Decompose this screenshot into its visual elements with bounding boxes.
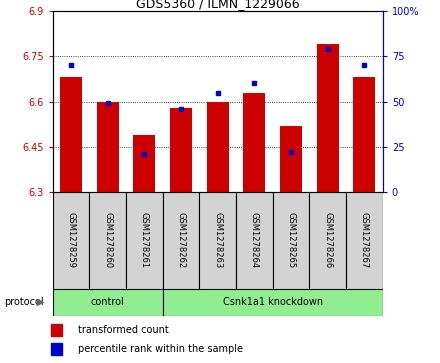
Bar — [317, 44, 339, 192]
Bar — [243, 93, 265, 192]
Text: GSM1278263: GSM1278263 — [213, 212, 222, 269]
Bar — [353, 77, 375, 192]
Bar — [273, 192, 309, 289]
Bar — [170, 108, 192, 192]
Bar — [280, 126, 302, 192]
Text: Csnk1a1 knockdown: Csnk1a1 knockdown — [223, 297, 323, 307]
Bar — [51, 324, 62, 336]
Bar — [346, 192, 383, 289]
Bar — [53, 192, 89, 289]
Text: GSM1278264: GSM1278264 — [250, 212, 259, 269]
Text: GSM1278267: GSM1278267 — [360, 212, 369, 269]
Text: percentile rank within the sample: percentile rank within the sample — [78, 344, 243, 354]
Text: ▶: ▶ — [37, 297, 45, 307]
Text: GSM1278266: GSM1278266 — [323, 212, 332, 269]
Bar — [133, 135, 155, 192]
Text: GSM1278265: GSM1278265 — [286, 212, 296, 269]
Bar — [97, 102, 119, 192]
Text: control: control — [91, 297, 125, 307]
Bar — [53, 289, 163, 316]
Bar — [309, 192, 346, 289]
Text: GSM1278262: GSM1278262 — [176, 212, 186, 269]
Bar — [163, 289, 383, 316]
Text: protocol: protocol — [4, 297, 44, 307]
Bar — [60, 77, 82, 192]
Text: GSM1278259: GSM1278259 — [66, 212, 76, 269]
Bar — [163, 192, 199, 289]
Bar — [51, 343, 62, 355]
Bar — [199, 192, 236, 289]
Title: GDS5360 / ILMN_1229066: GDS5360 / ILMN_1229066 — [136, 0, 300, 10]
Text: GSM1278261: GSM1278261 — [140, 212, 149, 269]
Bar — [207, 102, 229, 192]
Bar — [126, 192, 163, 289]
Bar — [236, 192, 273, 289]
Text: transformed count: transformed count — [78, 325, 169, 335]
Bar — [89, 192, 126, 289]
Text: GSM1278260: GSM1278260 — [103, 212, 112, 269]
